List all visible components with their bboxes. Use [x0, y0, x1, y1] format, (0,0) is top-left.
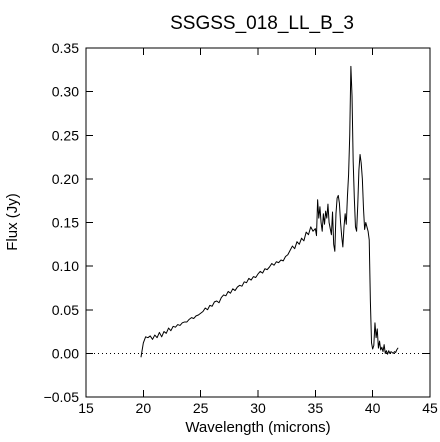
y-axis-tick-label: 0.05	[52, 302, 79, 318]
x-axis-tick-label: 45	[422, 400, 438, 416]
y-axis-tick-label: 0.30	[52, 84, 79, 100]
y-axis-tick-label: 0.20	[52, 171, 79, 187]
flux-series-line	[140, 65, 399, 358]
y-axis-tick-label: 0.10	[52, 258, 79, 274]
y-axis-tick-label: −0.05	[44, 389, 80, 405]
x-axis-tick-label: 15	[78, 400, 94, 416]
x-axis-tick-label: 25	[193, 400, 209, 416]
y-axis-tick-label: 0.25	[52, 127, 79, 143]
x-axis-label: Wavelength (microns)	[185, 419, 330, 436]
y-axis-tick-label: 0.00	[52, 345, 79, 361]
chart-title: SSGSS_018_LL_B_3	[170, 13, 354, 34]
x-axis-tick-label: 20	[136, 400, 152, 416]
x-axis-tick-label: 30	[250, 400, 266, 416]
y-axis-tick-labels: −0.05 0.00 0.05 0.10 0.15 0.20 0.25 0.30 0.35	[44, 40, 80, 405]
x-axis-ticks	[85, 48, 431, 397]
y-axis-label: Flux (Jy)	[4, 193, 21, 251]
y-axis-tick-label: 0.15	[52, 215, 79, 231]
x-axis-tick-labels: 15 20 25 30 35 40 45	[78, 400, 438, 416]
x-axis-tick-label: 40	[365, 400, 381, 416]
x-axis-tick-label: 35	[308, 400, 324, 416]
y-axis-ticks	[86, 47, 430, 398]
y-axis-tick-label: 0.35	[52, 40, 79, 56]
